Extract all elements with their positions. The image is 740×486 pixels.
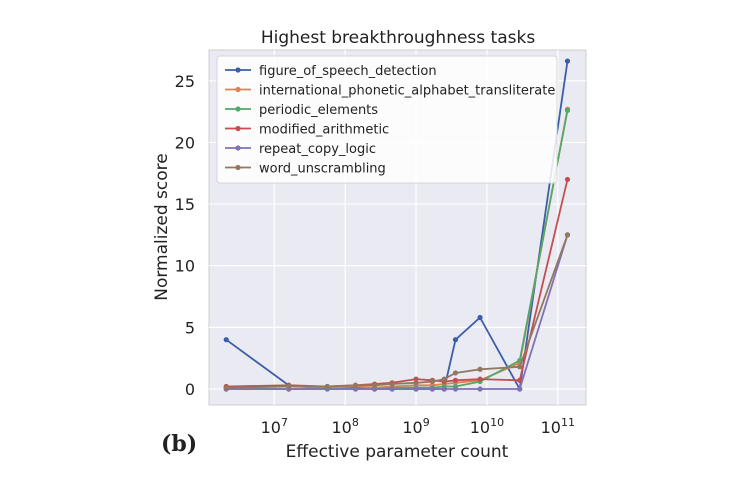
y-tick-label: 10	[175, 257, 195, 276]
data-point	[564, 58, 571, 64]
x-tick-exponent: 9	[423, 416, 430, 429]
data-point	[371, 386, 378, 392]
x-tick-base: 10	[331, 418, 351, 437]
data-point	[452, 337, 459, 343]
data-point	[477, 314, 483, 321]
x-axis-label: Effective parameter count	[286, 442, 509, 462]
data-point	[324, 383, 330, 390]
data-point	[286, 383, 292, 390]
panel-label: (b)	[161, 431, 197, 457]
x-tick-exponent: 11	[561, 416, 575, 429]
x-tick-base: 10	[470, 418, 490, 437]
legend-box	[216, 55, 558, 184]
series-lines	[223, 58, 571, 392]
legend-swatch-marker	[235, 125, 241, 132]
chart-title: Highest breakthroughness tasks	[261, 28, 536, 48]
legend-swatch-marker	[235, 86, 241, 93]
data-point	[352, 382, 359, 388]
data-point	[452, 377, 459, 383]
legend-entry-label: repeat_copy_logic	[259, 142, 376, 157]
data-point	[517, 364, 523, 370]
data-point	[223, 385, 229, 391]
legend-entry-label: international_phonetic_alphabet_translit…	[259, 84, 555, 99]
x-tick-base: 10	[402, 418, 422, 437]
data-point	[452, 370, 459, 376]
y-tick-label: 0	[185, 380, 195, 399]
data-point	[517, 377, 523, 383]
legend-swatch-marker	[235, 67, 241, 73]
data-point	[441, 386, 447, 392]
y-tick-label: 25	[175, 72, 195, 91]
data-point	[452, 386, 459, 392]
legend-swatch-marker	[235, 164, 241, 171]
data-point	[371, 382, 378, 388]
legend: figure_of_speech_detection international_…	[216, 55, 558, 184]
data-point	[477, 366, 483, 372]
data-point	[441, 376, 447, 382]
y-tick-label: 20	[175, 133, 195, 152]
data-point	[413, 380, 419, 386]
legend-entry-label: periodic_elements	[259, 103, 378, 118]
y-tick-label: 15	[175, 195, 195, 214]
data-point	[517, 386, 523, 392]
data-point	[429, 386, 435, 392]
x-tick-base: 10	[541, 418, 561, 437]
x-tick-base: 10	[261, 418, 281, 437]
y-axis-label: Normalized score	[152, 153, 172, 301]
data-point	[477, 376, 483, 382]
y-tick-label: 5	[185, 318, 195, 337]
data-point	[389, 381, 395, 387]
series-word-unscrambling	[223, 232, 571, 391]
data-point	[413, 376, 419, 382]
x-tick-exponent: 7	[281, 416, 288, 429]
x-tick-label: 107	[261, 416, 288, 437]
data-point	[564, 176, 571, 183]
x-tick-exponent: 10	[490, 416, 504, 429]
legend-entry-label: word_unscrambling	[259, 162, 386, 177]
data-point	[413, 386, 419, 392]
legend-swatch-marker	[235, 106, 241, 112]
data-point	[389, 386, 395, 392]
x-tick-exponent: 8	[352, 416, 359, 429]
data-point	[477, 386, 483, 392]
x-tick-label: 109	[402, 416, 429, 437]
x-tick-label: 1010	[470, 416, 504, 437]
x-tick-label: 1011	[541, 416, 575, 437]
x-axis-ticks: 107 108 109 1010 1011	[261, 416, 575, 437]
data-point	[223, 337, 229, 343]
data-point	[564, 107, 571, 113]
data-point	[429, 378, 435, 385]
x-tick-label: 108	[331, 416, 358, 437]
legend-swatch-marker	[235, 145, 241, 151]
data-point	[564, 232, 571, 238]
y-axis-ticks: 0 5 10 15 20 25	[175, 72, 195, 399]
legend-entry-label: figure_of_speech_detection	[259, 64, 437, 79]
data-point	[352, 386, 359, 392]
legend-entry-label: modified_arithmetic	[259, 123, 389, 138]
